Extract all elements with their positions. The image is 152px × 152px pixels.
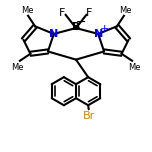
Text: Br: Br xyxy=(83,111,95,121)
Text: N: N xyxy=(94,29,103,39)
Text: B: B xyxy=(72,22,80,32)
Text: N: N xyxy=(49,29,58,39)
Text: F: F xyxy=(86,9,93,18)
Text: −: − xyxy=(75,16,86,29)
Text: Me: Me xyxy=(119,6,131,15)
Text: F: F xyxy=(59,9,66,18)
Text: Me: Me xyxy=(21,6,33,15)
Text: Me: Me xyxy=(128,63,141,72)
Text: Me: Me xyxy=(11,63,24,72)
Text: +: + xyxy=(99,24,109,34)
